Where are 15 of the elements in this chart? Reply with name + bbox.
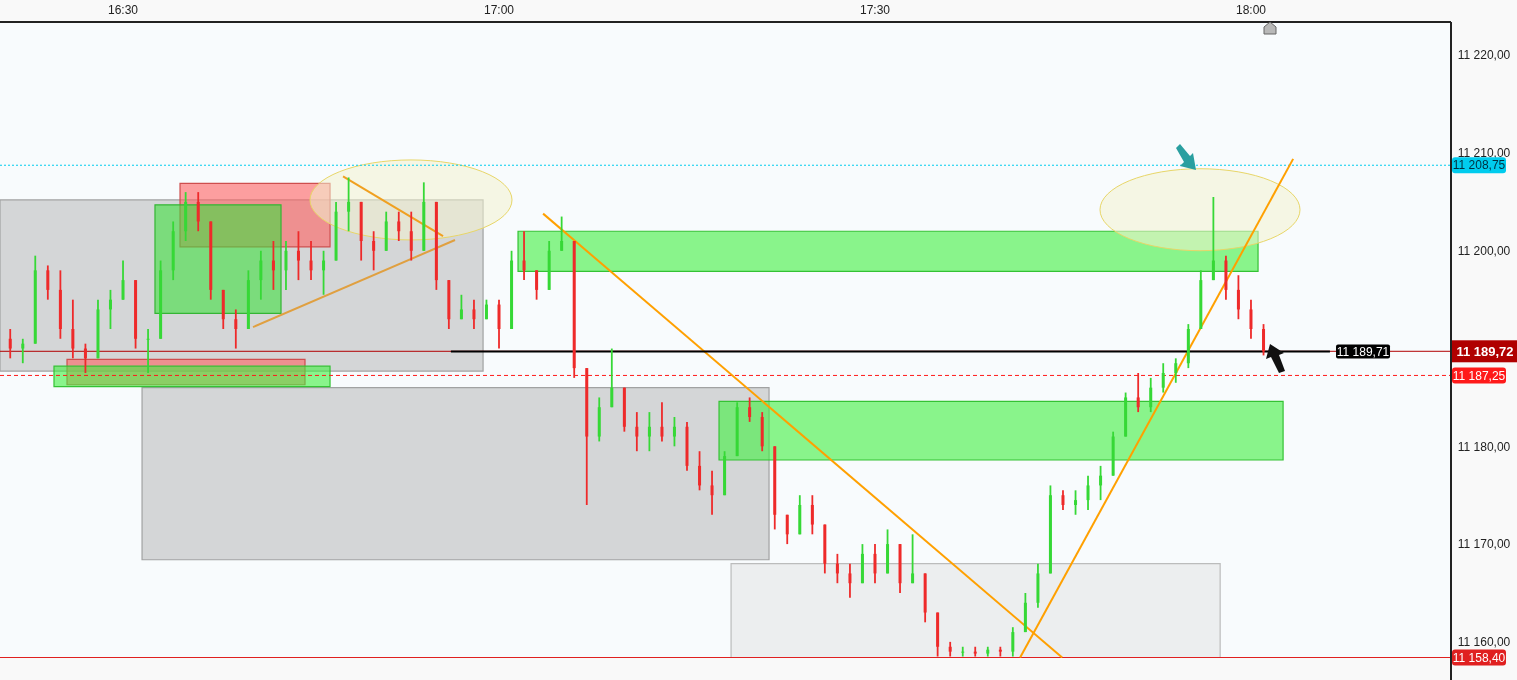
- ref-line-label: 11 187,25: [1452, 368, 1506, 383]
- x-tick-label: 16:30: [108, 3, 139, 17]
- y-tick-label: 11 160,00: [1457, 635, 1511, 650]
- x-tick-label: 17:30: [859, 3, 891, 17]
- y-tick-label: 11 200,00: [1457, 243, 1511, 258]
- annotation: 11 189,71: [1336, 344, 1390, 359]
- y-tick-label: 11 180,00: [1457, 439, 1511, 454]
- x-tick-label: 17:00: [483, 3, 515, 17]
- ref-line-label: 11 189,72: [1456, 343, 1514, 359]
- y-tick-label: 11 210,00: [1457, 146, 1511, 161]
- y-tick-label: 11 220,00: [1457, 48, 1511, 63]
- ref-line-label: 11 208,75: [1452, 158, 1506, 173]
- y-tick-label: 11 170,00: [1457, 537, 1511, 552]
- x-tick-label: 18:00: [1235, 3, 1267, 17]
- ref-line-label: 11 158,40: [1452, 650, 1506, 665]
